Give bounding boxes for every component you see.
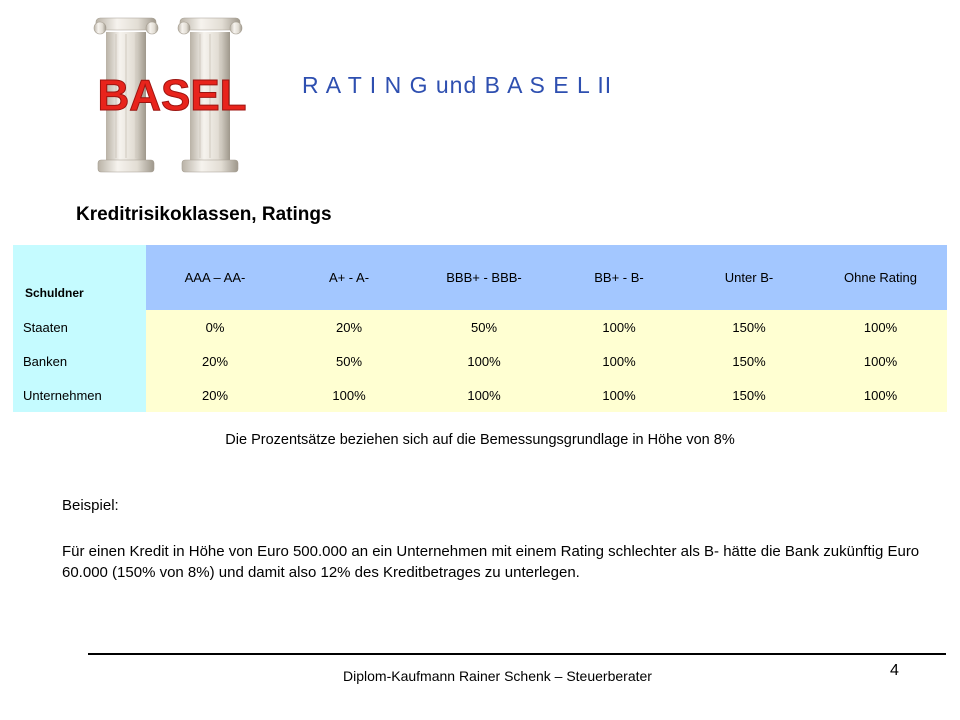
table-row: Unternehmen 20% 100% 100% 100% 150% 100% bbox=[13, 378, 947, 412]
table-cell: 20% bbox=[284, 310, 414, 344]
column-header: AAA – AA- bbox=[146, 245, 284, 310]
table-cell: 100% bbox=[814, 310, 947, 344]
logo-word: BASEL bbox=[97, 71, 246, 120]
table-header-row: Schuldner AAA – AA- A+ - A- BBB+ - BBB- … bbox=[13, 245, 947, 310]
column-header: BB+ - B- bbox=[554, 245, 684, 310]
risk-weight-table: Schuldner AAA – AA- A+ - A- BBB+ - BBB- … bbox=[13, 245, 947, 412]
table-cell: 100% bbox=[554, 378, 684, 412]
table-cell: 100% bbox=[554, 344, 684, 378]
table-cell: 100% bbox=[814, 378, 947, 412]
table-cell: 20% bbox=[146, 378, 284, 412]
table-cell: 100% bbox=[554, 310, 684, 344]
example-paragraph: Für einen Kredit in Höhe von Euro 500.00… bbox=[62, 543, 920, 581]
column-header: Unter B- bbox=[684, 245, 814, 310]
table-cell: 100% bbox=[414, 378, 554, 412]
table-cell: 150% bbox=[684, 378, 814, 412]
column-header: Ohne Rating bbox=[814, 245, 947, 310]
page-number: 4 bbox=[890, 662, 899, 679]
row-label: Unternehmen bbox=[13, 378, 146, 412]
footer-divider bbox=[88, 653, 946, 655]
page-title: R A T I N G und B A S E L II bbox=[302, 72, 613, 98]
basel-logo: BASEL bbox=[93, 17, 247, 173]
footer-author: Diplom-Kaufmann Rainer Schenk – Steuerbe… bbox=[343, 668, 652, 684]
section-title: Kreditrisikoklassen, Ratings bbox=[76, 204, 332, 225]
table-cell: 100% bbox=[414, 344, 554, 378]
pillar-left bbox=[93, 17, 159, 173]
example-heading: Beispiel: bbox=[62, 497, 119, 514]
pillar-right bbox=[177, 17, 243, 173]
table-cell: 100% bbox=[284, 378, 414, 412]
row-label: Banken bbox=[13, 344, 146, 378]
table-row: Banken 20% 50% 100% 100% 150% 100% bbox=[13, 344, 947, 378]
column-header: BBB+ - BBB- bbox=[414, 245, 554, 310]
table-cell: 50% bbox=[284, 344, 414, 378]
table-row: Staaten 0% 20% 50% 100% 150% 100% bbox=[13, 310, 947, 344]
table-cell: 150% bbox=[684, 310, 814, 344]
table-cell: 0% bbox=[146, 310, 284, 344]
table-cell: 20% bbox=[146, 344, 284, 378]
table-cell: 100% bbox=[814, 344, 947, 378]
header-corner: Schuldner bbox=[13, 245, 146, 310]
table-cell: 150% bbox=[684, 344, 814, 378]
row-label: Staaten bbox=[13, 310, 146, 344]
column-header: A+ - A- bbox=[284, 245, 414, 310]
table-cell: 50% bbox=[414, 310, 554, 344]
footnote: Die Prozentsätze beziehen sich auf die B… bbox=[225, 432, 735, 448]
